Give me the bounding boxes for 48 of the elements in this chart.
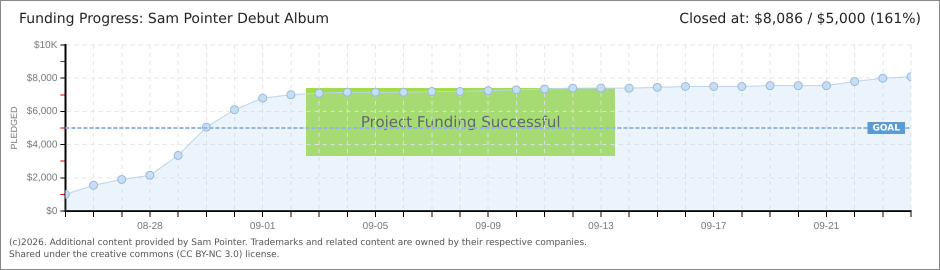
point <box>512 85 521 94</box>
y-tick-label: $6,000 <box>26 106 58 118</box>
point <box>540 84 550 94</box>
y-axis-title: PLEDGED <box>8 106 19 150</box>
point <box>258 94 268 103</box>
point <box>596 84 606 93</box>
point <box>568 84 578 93</box>
ref-line-label: GOAL <box>872 123 900 134</box>
point <box>89 180 98 190</box>
point <box>709 82 718 91</box>
x-tick-label: 09-05 <box>362 220 389 232</box>
chart-title: Funding Progress: Sam Pointer Debut Album <box>19 11 330 27</box>
x-tick-label: 09-13 <box>588 220 614 232</box>
x-tick-label: 08-28 <box>137 220 164 232</box>
point <box>370 88 380 97</box>
x-tick-label: 09-01 <box>250 220 276 232</box>
point <box>145 170 154 180</box>
point <box>681 82 690 91</box>
x-tick-label: 09-17 <box>700 220 727 232</box>
point <box>794 81 803 90</box>
y-tick-label: $0 <box>46 206 58 217</box>
point <box>456 86 465 96</box>
text: Shared under the creative commons (CC BY-NC 3.0) license. <box>9 249 281 261</box>
point <box>342 88 352 97</box>
x-tick-label: 09-09 <box>475 220 502 232</box>
point <box>822 81 831 90</box>
y-tick-label: $8,000 <box>26 72 58 84</box>
point <box>624 84 634 93</box>
y-tick-label: $2,000 <box>26 172 58 184</box>
point <box>286 90 296 100</box>
point <box>314 88 324 98</box>
x-tick-label: 09-21 <box>814 220 840 232</box>
point <box>766 81 775 90</box>
success-banner: Project Funding Successful <box>306 88 616 156</box>
chart-subtitle: Closed at: $8,086 / $5,000 (161%) <box>679 11 921 27</box>
text: (c)2026. Additional content provided by Sam Pointer. Trademarks and related content are owned by their respective companies. <box>9 237 588 249</box>
point <box>484 86 493 96</box>
y-tick-label: $10K <box>34 40 58 51</box>
point <box>737 82 746 91</box>
point <box>878 74 888 83</box>
y-tick-label: $4,000 <box>26 139 58 150</box>
point <box>117 174 126 184</box>
point <box>652 82 662 92</box>
point <box>850 77 860 86</box>
point <box>174 150 183 160</box>
point <box>230 105 240 114</box>
point <box>427 86 436 96</box>
point <box>399 88 408 97</box>
